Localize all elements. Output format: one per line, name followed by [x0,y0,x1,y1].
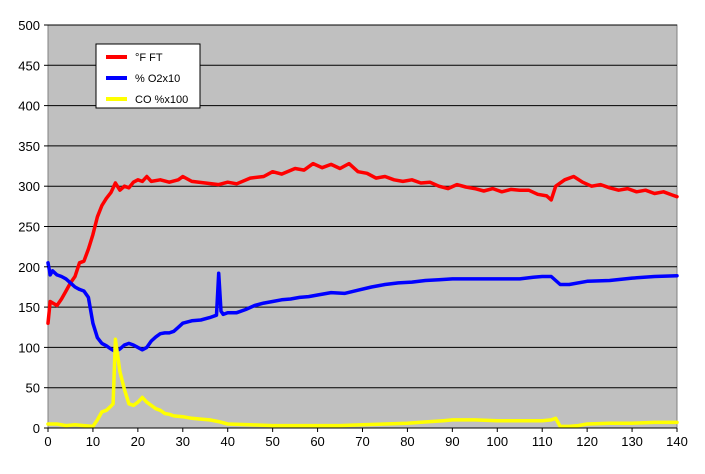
legend-label-series-2: % O2x10 [135,73,180,85]
legend-label-series-1: °F FT [135,52,163,64]
x-tick-label: 100 [486,434,508,449]
x-tick-label: 50 [265,434,279,449]
y-tick-label: 50 [26,381,40,396]
x-tick-label: 80 [400,434,414,449]
series-lines [46,161,679,429]
x-tick-label: 0 [44,434,51,449]
y-tick-label: 500 [18,18,40,33]
y-tick-label: 450 [18,58,40,73]
y-tick-label: 400 [18,99,40,114]
legend-label-series-3: CO %x100 [135,94,188,106]
y-tick-label: 0 [33,421,40,436]
x-tick-label: 120 [576,434,598,449]
x-tick-label: 10 [86,434,100,449]
x-tick-label: 110 [532,434,553,449]
y-tick-label: 300 [18,179,40,194]
x-tick-label: 140 [666,434,688,449]
y-tick-label: 250 [18,220,40,235]
series-line-1 [46,161,679,325]
x-tick-label: 40 [220,434,234,449]
y-tick-label: 100 [18,340,40,355]
x-tick-label: 70 [355,434,369,449]
series-line-2 [46,261,679,354]
x-tick-label: 20 [131,434,145,449]
y-tick-label: 200 [18,260,40,275]
y-tick-label: 150 [18,300,40,315]
x-tick-label: 90 [445,434,459,449]
x-axis: 0 10 20 30 40 50 60 70 80 90 100 110 120 130 140 [44,427,688,449]
y-tick-label: 350 [18,139,40,154]
x-tick-label: 30 [176,434,190,449]
x-tick-label: 60 [310,434,324,449]
series-line-3 [46,337,679,429]
x-tick-label: 130 [621,434,643,449]
legend: °F FT % O2x10 CO %x100 [95,43,201,109]
y-axis: 0 50 100 150 200 250 300 350 400 450 500 [18,18,48,436]
